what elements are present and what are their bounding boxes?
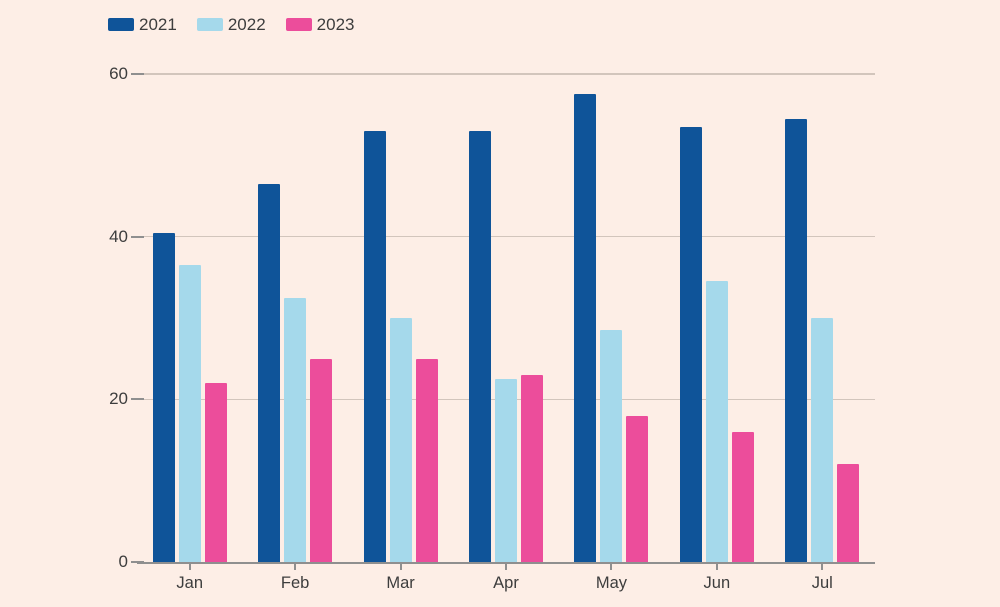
bar-2022-jan xyxy=(178,265,201,562)
x-axis-label-apr: Apr xyxy=(493,574,519,592)
x-axis-label-feb: Feb xyxy=(280,574,310,592)
bar-2022-jul xyxy=(811,318,834,562)
bar-2023-jun xyxy=(731,431,754,562)
bar-2023-may xyxy=(626,415,649,562)
bar-2022-apr xyxy=(495,379,517,562)
x-axis-label-mar: Mar xyxy=(386,574,415,592)
y-axis-tick-60 xyxy=(131,73,144,75)
bar-group-jul xyxy=(785,118,860,562)
y-axis-label-40: 40 xyxy=(109,226,128,246)
x-axis-tick-apr xyxy=(505,562,507,570)
legend-label: 2022 xyxy=(227,15,266,34)
bar-2022-mar xyxy=(389,318,412,562)
bar-2021-jul xyxy=(785,118,808,562)
bar-2021-jan xyxy=(152,232,175,562)
bar-2022-may xyxy=(600,330,623,562)
bar-group-apr xyxy=(469,130,543,562)
x-axis-tick-jun xyxy=(715,562,718,570)
chart-legend: 2021 2022 2023 xyxy=(108,16,354,33)
y-axis-tick-0 xyxy=(131,561,144,563)
y-axis-label-20: 20 xyxy=(109,389,128,409)
legend-swatch-2023 xyxy=(285,18,312,31)
bar-2021-mar xyxy=(363,130,386,562)
bar-2021-apr xyxy=(469,130,491,562)
x-axis-tick-jul xyxy=(821,562,824,570)
y-axis-label-60: 60 xyxy=(109,64,128,83)
bar-2021-may xyxy=(574,94,597,562)
legend-item-2022: 2022 xyxy=(196,15,266,34)
gridline-40 xyxy=(137,235,875,238)
x-axis-label-may: May xyxy=(595,574,627,592)
bar-group-may xyxy=(574,94,649,562)
bar-group-jun xyxy=(679,126,754,562)
bar-group-feb xyxy=(258,183,333,562)
bar-2023-jul xyxy=(837,464,860,562)
bar-2022-jun xyxy=(705,281,728,562)
legend-item-2021: 2021 xyxy=(108,16,177,33)
bar-2021-feb xyxy=(258,183,281,562)
x-axis-label-jun: Jun xyxy=(703,574,731,592)
legend-label: 2021 xyxy=(139,15,177,34)
legend-swatch-2022 xyxy=(196,18,223,31)
x-axis-label-jul: Jul xyxy=(811,574,833,592)
x-axis-tick-may xyxy=(610,562,613,570)
legend-item-2023: 2023 xyxy=(285,15,355,34)
bar-2023-jan xyxy=(204,383,227,562)
plot-area: 0 20 40 60 Jan Feb Mar Apr May Jun Jul xyxy=(109,64,875,592)
gridline-60 xyxy=(137,73,875,75)
bar-group-mar xyxy=(363,130,438,562)
x-axis-tick-feb xyxy=(294,562,297,570)
legend-label: 2023 xyxy=(316,15,355,34)
bar-2023-mar xyxy=(415,358,438,562)
legend-swatch-2021 xyxy=(108,18,134,31)
y-axis-tick-20 xyxy=(131,398,144,401)
bar-group-jan xyxy=(152,232,227,562)
bar-2023-feb xyxy=(310,358,333,562)
bar-2022-feb xyxy=(284,297,307,562)
bar-2023-apr xyxy=(521,374,543,562)
x-axis-label-jan: Jan xyxy=(176,574,203,592)
x-axis-tick-mar xyxy=(399,562,402,570)
y-axis-label-0: 0 xyxy=(118,552,128,571)
y-axis-tick-40 xyxy=(131,235,144,238)
bar-2021-jun xyxy=(679,126,702,562)
x-axis-tick-jan xyxy=(188,562,191,570)
